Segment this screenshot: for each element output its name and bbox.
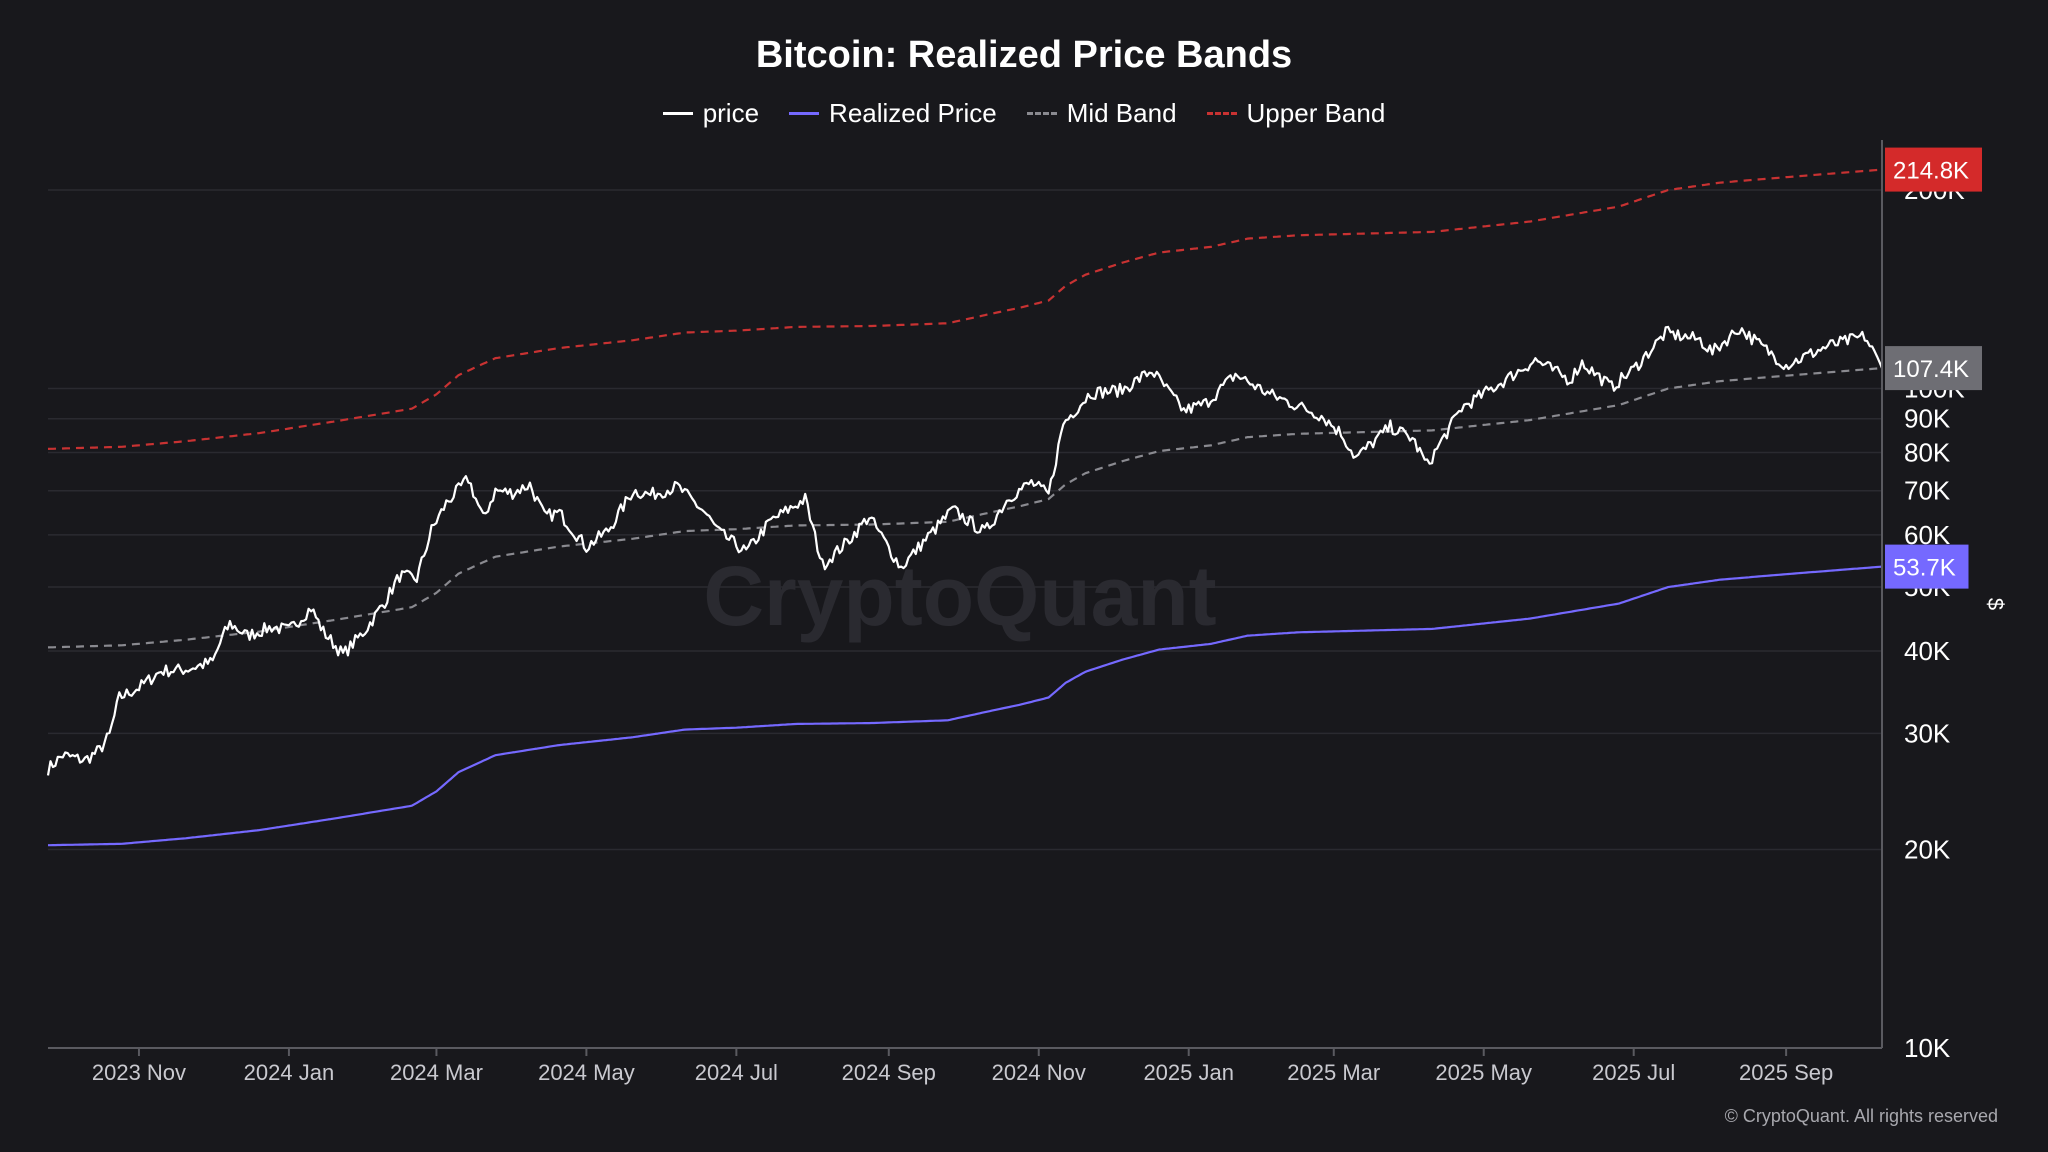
legend-label-price: price — [702, 98, 760, 128]
x-tick-2025-05-01: 2025 May — [1435, 1060, 1532, 1085]
x-tick-2025-01-01: 2025 Jan — [1143, 1060, 1234, 1085]
x-tick-2024-11-01: 2024 Nov — [992, 1060, 1086, 1085]
legend-item-mid-band[interactable]: Mid Band — [1026, 98, 1177, 129]
x-tick-2025-03-01: 2025 Mar — [1287, 1060, 1380, 1085]
series-price — [46, 325, 1884, 776]
y-tick-40K: 40K — [1904, 636, 1951, 666]
x-tick-2025-09-01: 2025 Sep — [1739, 1060, 1833, 1085]
badge-price: 107.4K — [1885, 346, 1982, 391]
badge-rect-realized-price — [1885, 544, 1969, 589]
x-axis-ticks: 2023 Nov 2024 Jan 2024 Mar 2024 May 2024 Jul… — [92, 1048, 1833, 1085]
series-realized-price — [48, 565, 1883, 847]
y-tick-20K: 20K — [1904, 834, 1951, 864]
x-tick-2024-01-01: 2024 Jan — [244, 1060, 335, 1085]
x-tick-2024-09-01: 2024 Sep — [842, 1060, 936, 1085]
legend-swatch-mid-band — [1026, 112, 1057, 115]
legend-item-upper-band[interactable]: Upper Band — [1206, 98, 1386, 129]
series-layer — [46, 168, 1884, 847]
y-tick-80K: 80K — [1904, 437, 1951, 467]
legend-item-price[interactable]: price — [662, 98, 760, 129]
y-axis-ticks: 10K20K30K40K50K60K70K80K90K100K200K — [1904, 175, 1965, 1063]
series-upper-band — [47, 168, 1883, 450]
legend-swatch-realized-price — [789, 112, 820, 115]
legend: price Realized Price Mid Band Upper Band — [0, 98, 2048, 129]
y-tick-70K: 70K — [1904, 476, 1951, 506]
badge-label-upper-band: 214.8K — [1893, 158, 1969, 185]
x-tick-2023-11-01: 2023 Nov — [92, 1060, 186, 1085]
value-badges: 214.8K 107.4K 53.7K — [1885, 147, 1982, 589]
badge-realized-price: 53.7K — [1885, 544, 1969, 589]
y-tick-90K: 90K — [1904, 404, 1951, 434]
badge-rect-upper-band — [1885, 147, 1982, 192]
y-axis-unit: $ — [1983, 598, 2008, 610]
legend-label-upper-band: Upper Band — [1246, 98, 1386, 128]
y-tick-10K: 10K — [1904, 1033, 1951, 1063]
copyright: © CryptoQuant. All rights reserved — [1724, 1106, 1998, 1126]
badge-upper-band: 214.8K — [1885, 147, 1982, 192]
badge-rect-price — [1885, 346, 1982, 391]
x-tick-2024-05-01: 2024 May — [538, 1060, 635, 1085]
badge-label-price: 107.4K — [1893, 356, 1969, 383]
legend-swatch-upper-band — [1206, 112, 1237, 115]
legend-swatch-price — [662, 112, 693, 115]
chart-title: Bitcoin: Realized Price Bands — [755, 34, 1293, 76]
legend-item-realized-price[interactable]: Realized Price — [789, 98, 997, 129]
x-tick-2025-07-01: 2025 Jul — [1592, 1060, 1675, 1085]
badge-label-realized-price: 53.7K — [1893, 555, 1956, 582]
legend-label-mid-band: Mid Band — [1066, 98, 1177, 128]
legend-label-realized-price: Realized Price — [829, 98, 997, 128]
x-tick-2024-03-01: 2024 Mar — [390, 1060, 483, 1085]
y-tick-30K: 30K — [1904, 718, 1951, 748]
x-tick-2024-07-01: 2024 Jul — [695, 1060, 778, 1085]
watermark: CryptoQuant — [703, 549, 1216, 643]
